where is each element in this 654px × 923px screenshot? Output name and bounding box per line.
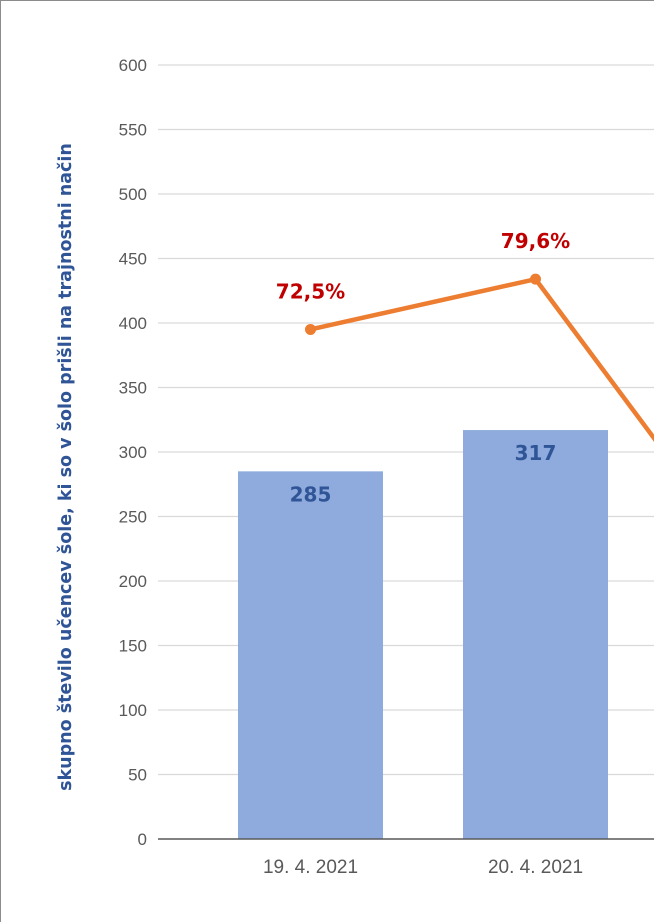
x-tick-label: 20. 4. 2021 [488, 857, 583, 878]
y-tick-label: 350 [119, 379, 147, 398]
y-tick-label: 100 [119, 701, 147, 720]
y-tick-label: 500 [119, 185, 147, 204]
bar-value-label: 285 [290, 482, 332, 506]
y-tick-label: 400 [119, 314, 147, 333]
line-point-label: 72,5% [276, 279, 345, 303]
line-point-label: 79,6% [501, 229, 570, 253]
bar [238, 471, 383, 839]
line-point [530, 274, 541, 285]
y-tick-label: 0 [138, 830, 147, 849]
y-tick-label: 150 [119, 637, 147, 656]
y-tick-label: 600 [119, 56, 147, 75]
y-tick-label: 550 [119, 121, 147, 140]
bar-value-label: 317 [515, 441, 557, 465]
y-tick-label: 200 [119, 572, 147, 591]
bar [463, 430, 608, 839]
y-tick-label: 250 [119, 508, 147, 527]
y-tick-label: 300 [119, 443, 147, 462]
data-labels: 285 317 72,5% 79,6% [276, 229, 570, 506]
y-axis-title: skupno število učencev šole, ki so v šol… [56, 143, 76, 791]
y-tick-label: 450 [119, 250, 147, 269]
y-tick-label: 50 [128, 766, 147, 785]
line-point [305, 324, 316, 335]
x-tick-label: 19. 4. 2021 [263, 857, 358, 878]
